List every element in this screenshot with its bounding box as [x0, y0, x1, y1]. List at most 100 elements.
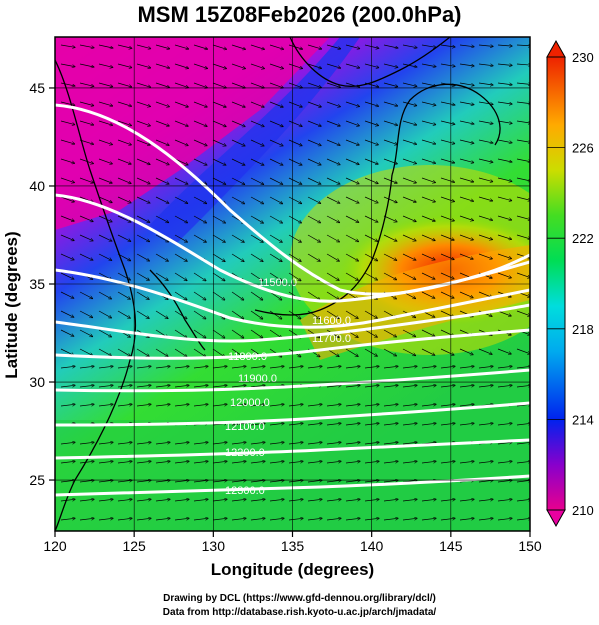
wind-arrow — [459, 348, 473, 355]
wind-arrow — [98, 404, 113, 406]
wind-arrow — [174, 480, 189, 482]
wind-arrow — [459, 385, 474, 387]
wind-arrow — [440, 158, 454, 163]
wind-arrow — [269, 480, 284, 482]
wind-arrow — [60, 120, 75, 125]
wind-arrow — [155, 518, 170, 520]
wind-arrow — [269, 329, 282, 338]
wind-arrow — [459, 366, 474, 368]
wind-arrow — [60, 44, 75, 47]
wind-arrow — [98, 461, 113, 463]
y-tick-label: 40 — [29, 178, 45, 194]
wind-arrow — [307, 253, 320, 261]
wind-arrow — [193, 366, 208, 368]
wind-arrow — [288, 423, 303, 425]
wind-arrow — [421, 234, 435, 240]
wind-arrow — [402, 177, 416, 183]
wind-arrow — [79, 366, 94, 368]
wind-arrow — [345, 404, 360, 406]
wind-arrow — [250, 423, 265, 425]
x-axis: 120 125 130 135 140 145 150 — [43, 531, 542, 554]
wind-arrow — [250, 101, 264, 107]
wind-arrow — [478, 348, 492, 354]
wind-arrow — [174, 348, 187, 357]
wind-arrow — [193, 139, 207, 146]
wind-arrow — [345, 120, 359, 126]
wind-arrow — [155, 366, 170, 368]
wind-arrow — [345, 196, 359, 203]
wind-arrow — [402, 366, 417, 368]
wind-arrow — [421, 177, 435, 183]
wind-arrow — [212, 177, 226, 184]
wind-arrow — [98, 44, 113, 48]
wind-arrow — [421, 272, 435, 279]
wind-arrow — [60, 310, 74, 317]
contour-label: 11800.0 — [228, 351, 267, 363]
wind-arrow — [307, 461, 322, 463]
wind-arrow — [345, 158, 359, 164]
wind-arrow — [269, 499, 284, 501]
wind-arrow — [478, 215, 492, 220]
wind-arrow — [79, 139, 93, 144]
wind-arrow — [269, 404, 284, 406]
wind-arrow — [497, 385, 512, 387]
wind-arrow — [459, 234, 473, 240]
wind-arrow — [60, 442, 75, 444]
wind-arrow — [459, 423, 474, 425]
wind-arrow — [459, 158, 474, 163]
wind-arrow — [307, 63, 321, 68]
wind-arrow — [136, 177, 150, 184]
wind-arrow — [307, 366, 322, 368]
wind-arrow — [60, 234, 74, 240]
wind-arrow — [98, 177, 112, 183]
wind-arrow — [136, 234, 149, 242]
wind-arrow — [79, 44, 94, 48]
wind-arrow — [155, 82, 169, 87]
colorbar-tick-label: 210 — [572, 503, 594, 518]
wind-arrow — [421, 101, 436, 105]
colorbar-tick-label: 222 — [572, 231, 594, 246]
wind-arrow — [364, 329, 377, 337]
wind-arrow — [288, 215, 301, 223]
wind-arrow — [60, 253, 74, 260]
wind-arrow — [212, 461, 227, 463]
wind-arrow — [269, 196, 282, 204]
wind-arrow — [326, 480, 341, 482]
wind-arrow — [383, 366, 398, 368]
wind-arrow — [478, 461, 493, 463]
wind-arrow — [288, 253, 301, 261]
wind-arrow — [288, 63, 302, 68]
wind-arrow — [231, 234, 244, 242]
wind-arrow — [231, 385, 246, 387]
wind-arrow — [250, 291, 263, 300]
wind-arrow — [459, 120, 474, 124]
wind-arrow — [459, 101, 474, 105]
wind-arrow — [212, 215, 225, 223]
wind-arrow — [155, 196, 169, 203]
wind-arrow — [326, 385, 341, 387]
wind-arrow — [155, 139, 169, 145]
wind-arrow — [269, 461, 284, 463]
wind-arrow — [307, 177, 321, 184]
wind-arrow — [383, 272, 396, 280]
wind-arrow — [117, 518, 132, 520]
wind-arrow — [155, 385, 170, 387]
wind-arrow — [383, 253, 396, 260]
wind-arrow — [440, 310, 454, 317]
wind-arrow — [478, 158, 493, 162]
wind-arrow — [250, 253, 263, 261]
wind-arrow — [231, 196, 244, 204]
wind-arrow — [440, 423, 455, 425]
wind-arrow — [516, 177, 530, 181]
wind-arrow — [440, 234, 454, 240]
wind-arrow — [307, 44, 321, 49]
wind-arrow — [174, 196, 187, 203]
wind-arrow — [440, 291, 454, 298]
wind-arrow — [402, 385, 417, 387]
wind-arrow — [193, 272, 206, 281]
wind-arrow — [117, 82, 131, 87]
wind-arrow — [98, 196, 112, 202]
wind-arrow — [193, 404, 208, 406]
wind-arrow — [497, 196, 512, 201]
wind-arrow — [516, 139, 530, 142]
